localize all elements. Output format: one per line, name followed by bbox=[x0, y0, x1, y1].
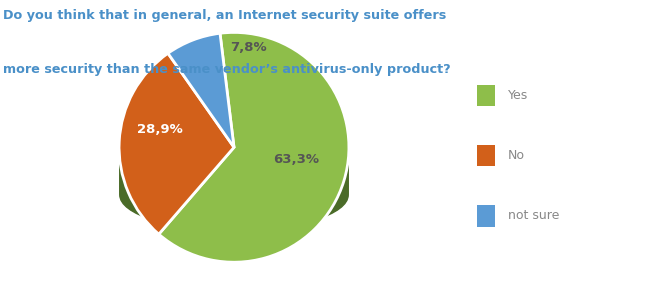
Bar bbox=[477, 145, 495, 166]
Wedge shape bbox=[159, 32, 349, 262]
Text: 28,9%: 28,9% bbox=[137, 123, 183, 136]
Ellipse shape bbox=[120, 154, 348, 225]
Ellipse shape bbox=[120, 149, 348, 220]
Bar bbox=[477, 85, 495, 106]
Wedge shape bbox=[168, 33, 234, 147]
Ellipse shape bbox=[120, 128, 348, 199]
Ellipse shape bbox=[120, 120, 348, 191]
Ellipse shape bbox=[120, 139, 348, 209]
Text: No: No bbox=[508, 149, 525, 162]
Text: 7,8%: 7,8% bbox=[230, 41, 267, 54]
Ellipse shape bbox=[120, 146, 348, 217]
Ellipse shape bbox=[120, 136, 348, 207]
Ellipse shape bbox=[120, 152, 348, 223]
Ellipse shape bbox=[120, 125, 348, 196]
Text: more security than the same vendor’s antivirus-only product?: more security than the same vendor’s ant… bbox=[3, 63, 451, 76]
Text: Do you think that in general, an Internet security suite offers: Do you think that in general, an Interne… bbox=[3, 9, 447, 22]
Text: Yes: Yes bbox=[508, 88, 528, 102]
Ellipse shape bbox=[120, 141, 348, 212]
Bar bbox=[477, 205, 495, 226]
Ellipse shape bbox=[120, 123, 348, 193]
Ellipse shape bbox=[120, 144, 348, 214]
Ellipse shape bbox=[120, 133, 348, 204]
Ellipse shape bbox=[120, 130, 348, 201]
Ellipse shape bbox=[120, 115, 348, 185]
Ellipse shape bbox=[120, 160, 348, 230]
Ellipse shape bbox=[120, 117, 348, 188]
Wedge shape bbox=[119, 53, 234, 234]
Text: not sure: not sure bbox=[508, 209, 560, 223]
Ellipse shape bbox=[120, 157, 348, 228]
Text: 63,3%: 63,3% bbox=[273, 153, 319, 165]
